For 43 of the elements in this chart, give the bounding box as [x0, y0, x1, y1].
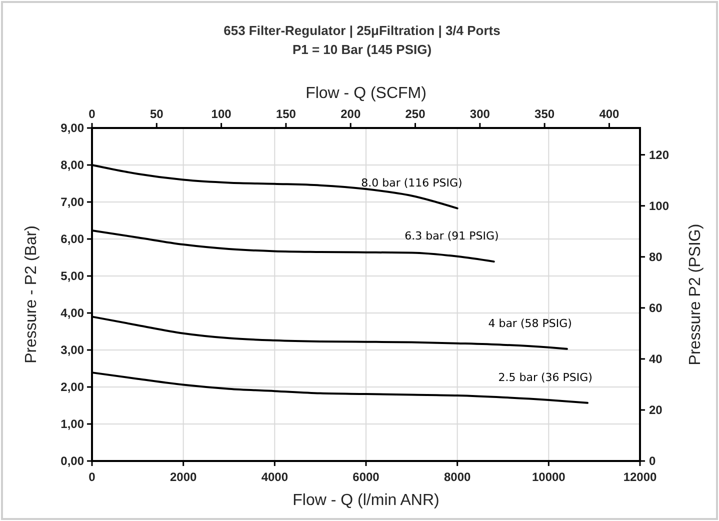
x-tick-label: 12000	[623, 470, 658, 484]
y-tick-label: 4,00	[60, 306, 84, 320]
y-tick-label: 5,00	[60, 269, 84, 284]
y-tick-label: 7,00	[60, 195, 84, 210]
y-tick-label: 0,00	[60, 454, 84, 468]
x-tick-label: 0	[88, 470, 96, 484]
x-tick-label: 6000	[352, 470, 380, 484]
y2-tick-label: 120	[649, 148, 670, 162]
y-axis-title: Pressure - P2 (Bar)	[23, 226, 40, 364]
x-tick-label: 8000	[444, 470, 472, 484]
y2-tick-label: 40	[649, 352, 663, 366]
y-tick-label: 3,00	[60, 343, 84, 358]
series-label: 4 bar (58 PSIG)	[488, 316, 572, 330]
x2-tick-label: 350	[534, 107, 555, 121]
y2-tick-label: 0	[649, 454, 656, 468]
series-label: 8.0 bar (116 PSIG)	[361, 176, 462, 190]
y2-axis-title: Pressure P2 (PSIG)	[687, 224, 704, 366]
chart-title: 653 Filter-Regulator | 25μFiltration | 3/4 Ports	[224, 23, 500, 38]
y2-tick-label: 20	[649, 403, 663, 418]
x2-axis-title: Flow - Q (SCFM)	[306, 85, 426, 102]
x2-tick-label: 400	[599, 107, 620, 121]
y2-tick-label: 100	[649, 199, 670, 214]
x-tick-label: 2000	[170, 470, 198, 484]
x-tick-label: 10000	[532, 470, 566, 484]
x2-tick-label: 200	[340, 107, 361, 121]
x2-tick-label: 250	[405, 107, 426, 121]
y-tick-label: 8,00	[60, 158, 84, 172]
y-tick-label: 1,00	[60, 417, 84, 432]
x2-tick-label: 150	[276, 107, 296, 121]
x2-tick-label: 300	[470, 107, 490, 121]
series-label: 2.5 bar (36 PSIG)	[498, 370, 592, 384]
y-tick-label: 6,00	[60, 232, 84, 246]
x2-tick-label: 0	[88, 107, 96, 121]
y-tick-label: 2,00	[60, 380, 84, 394]
y2-tick-label: 80	[649, 250, 663, 264]
y-tick-label: 9,00	[60, 121, 84, 136]
chart-subtitle: P1 = 10 Bar (145 PSIG)	[292, 42, 432, 57]
x2-tick-label: 100	[211, 107, 232, 121]
y2-tick-label: 60	[649, 301, 663, 316]
x2-tick-label: 50	[150, 107, 164, 121]
x-tick-label: 4000	[261, 470, 288, 484]
x-axis-title: Flow - Q (l/min ANR)	[292, 492, 440, 509]
series-label: 6.3 bar (91 PSIG)	[404, 230, 499, 243]
